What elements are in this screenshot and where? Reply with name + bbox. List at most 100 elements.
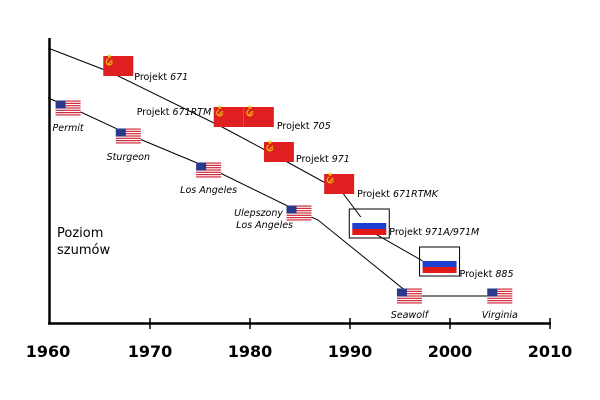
usa-flag-stripe (487, 290, 513, 292)
usa-flag-stripe (396, 297, 422, 299)
russia-flag-blue-stripe (352, 223, 387, 229)
usa-data-point: Permit (53, 100, 85, 134)
usa-flag-stripe (55, 112, 81, 114)
usa-flag-stripe (196, 169, 222, 171)
usa-data-point: Seawolf (391, 288, 430, 321)
russia-flag-red-stripe (352, 229, 387, 235)
data-label: Sturgeon (107, 152, 150, 163)
usa-flag-stripe (396, 290, 422, 292)
flag-frame (348, 208, 390, 239)
usa-flag-stripe (396, 295, 422, 297)
usa-flag-stripe (115, 128, 141, 130)
usa-flag-stripe (196, 171, 222, 173)
star-icon (107, 54, 112, 59)
usa-flag-stripe (55, 107, 81, 109)
ussr-data-point: Projekt 971 (263, 140, 350, 165)
data-label: Projekt 885 (460, 269, 514, 280)
ussr-data-point: Projekt 705 (243, 105, 331, 132)
usa-flag-stripe (396, 302, 422, 304)
usa-flag-stripe (115, 142, 141, 144)
usa-data-point: Sturgeon (107, 128, 150, 163)
star-icon (267, 140, 273, 145)
usa-flag-canton (115, 128, 126, 137)
usa-flag-stripe (487, 297, 513, 299)
x-tick-label: 2010 (528, 342, 573, 361)
data-label: Los Angeles (180, 185, 237, 196)
usa-flag-stripe (286, 214, 312, 216)
ussr-data-point: Projekt 671RTM (137, 105, 244, 127)
data-label: Virginia (482, 310, 518, 321)
usa-flag-stripe (115, 133, 141, 135)
data-label: Ulepszony Los Angeles (234, 208, 293, 231)
data-label: Projekt 671RTM (137, 107, 212, 118)
star-icon (217, 105, 222, 110)
usa-flag-stripe (115, 140, 141, 142)
usa-flag-stripe (55, 102, 81, 104)
usa-flag-stripe (115, 137, 141, 139)
usa-flag-stripe (487, 302, 513, 304)
usa-flag-canton (396, 288, 407, 297)
usa-flag-stripe (55, 105, 81, 107)
russia-flag-red-stripe (422, 267, 457, 273)
data-label: Permit (53, 123, 85, 134)
usa-flag-stripe (286, 207, 312, 209)
hammer-icon (106, 59, 113, 66)
hammer-icon (327, 177, 334, 184)
usa-flag-stripe (487, 288, 513, 290)
usa-flag-stripe (115, 130, 141, 132)
usa-flag-canton (286, 205, 297, 214)
x-tick-label: 1990 (328, 342, 373, 361)
usa-flag-stripe (286, 205, 312, 207)
usa-flag-stripe (487, 293, 513, 295)
y-axis-label: Poziom szumów (57, 226, 110, 258)
russia-flag-blue-stripe (422, 261, 457, 267)
usa-flag-stripe (396, 288, 422, 290)
usa-flag-stripe (196, 174, 222, 176)
usa-flag-stripe (396, 300, 422, 302)
usa-flag-canton (196, 162, 207, 171)
data-label: Seawolf (391, 310, 430, 321)
data-label: Projekt 971A/971M (389, 227, 479, 238)
usa-flag-canton (487, 288, 498, 297)
usa-flag-stripe (286, 219, 312, 221)
ussr-data-point: Projekt 671 (103, 54, 188, 83)
data-label: Projekt 671 (134, 72, 188, 83)
ussr-data-point: Projekt 671RTMK (324, 172, 439, 200)
usa-flag-stripe (55, 109, 81, 111)
x-tick-label: 1970 (128, 342, 173, 361)
usa-flag-stripe (286, 210, 312, 212)
ussr-data-point: Projekt 971A/971M (348, 208, 479, 239)
x-tick-label: 1960 (26, 342, 71, 361)
hammer-icon (267, 145, 274, 152)
usa-flag-stripe (286, 212, 312, 214)
usa-data-point: Los Angeles (180, 162, 237, 196)
usa-flag-stripe (196, 162, 222, 164)
ussr-data-point: Projekt 885 (419, 246, 514, 280)
star-icon (327, 172, 333, 177)
usa-flag-stripe (115, 135, 141, 137)
data-label: Projekt 705 (277, 121, 331, 132)
usa-data-point: Ulepszony Los Angeles (234, 205, 312, 231)
usa-flag-stripe (396, 293, 422, 295)
x-tick-label: 2000 (428, 342, 473, 361)
usa-flag-stripe (487, 300, 513, 302)
usa-flag-stripe (196, 164, 222, 166)
hammer-icon (217, 110, 224, 117)
russia-flag-white-stripe (422, 255, 457, 261)
hammer-icon (247, 110, 254, 117)
x-tick-label: 1980 (228, 342, 273, 361)
usa-flag-stripe (55, 114, 81, 116)
usa-flag-stripe (55, 100, 81, 102)
star-icon (247, 105, 253, 110)
usa-flag-stripe (286, 217, 312, 219)
usa-data-point: Virginia (482, 288, 518, 321)
usa-flag-stripe (196, 167, 222, 169)
data-label: Projekt 971 (296, 154, 350, 165)
usa-flag-stripe (487, 295, 513, 297)
russia-flag-white-stripe (352, 217, 387, 223)
usa-flag-canton (55, 100, 66, 109)
usa-flag-stripe (196, 176, 222, 178)
flag-frame (419, 246, 461, 277)
data-label: Projekt 671RTMK (357, 189, 439, 200)
